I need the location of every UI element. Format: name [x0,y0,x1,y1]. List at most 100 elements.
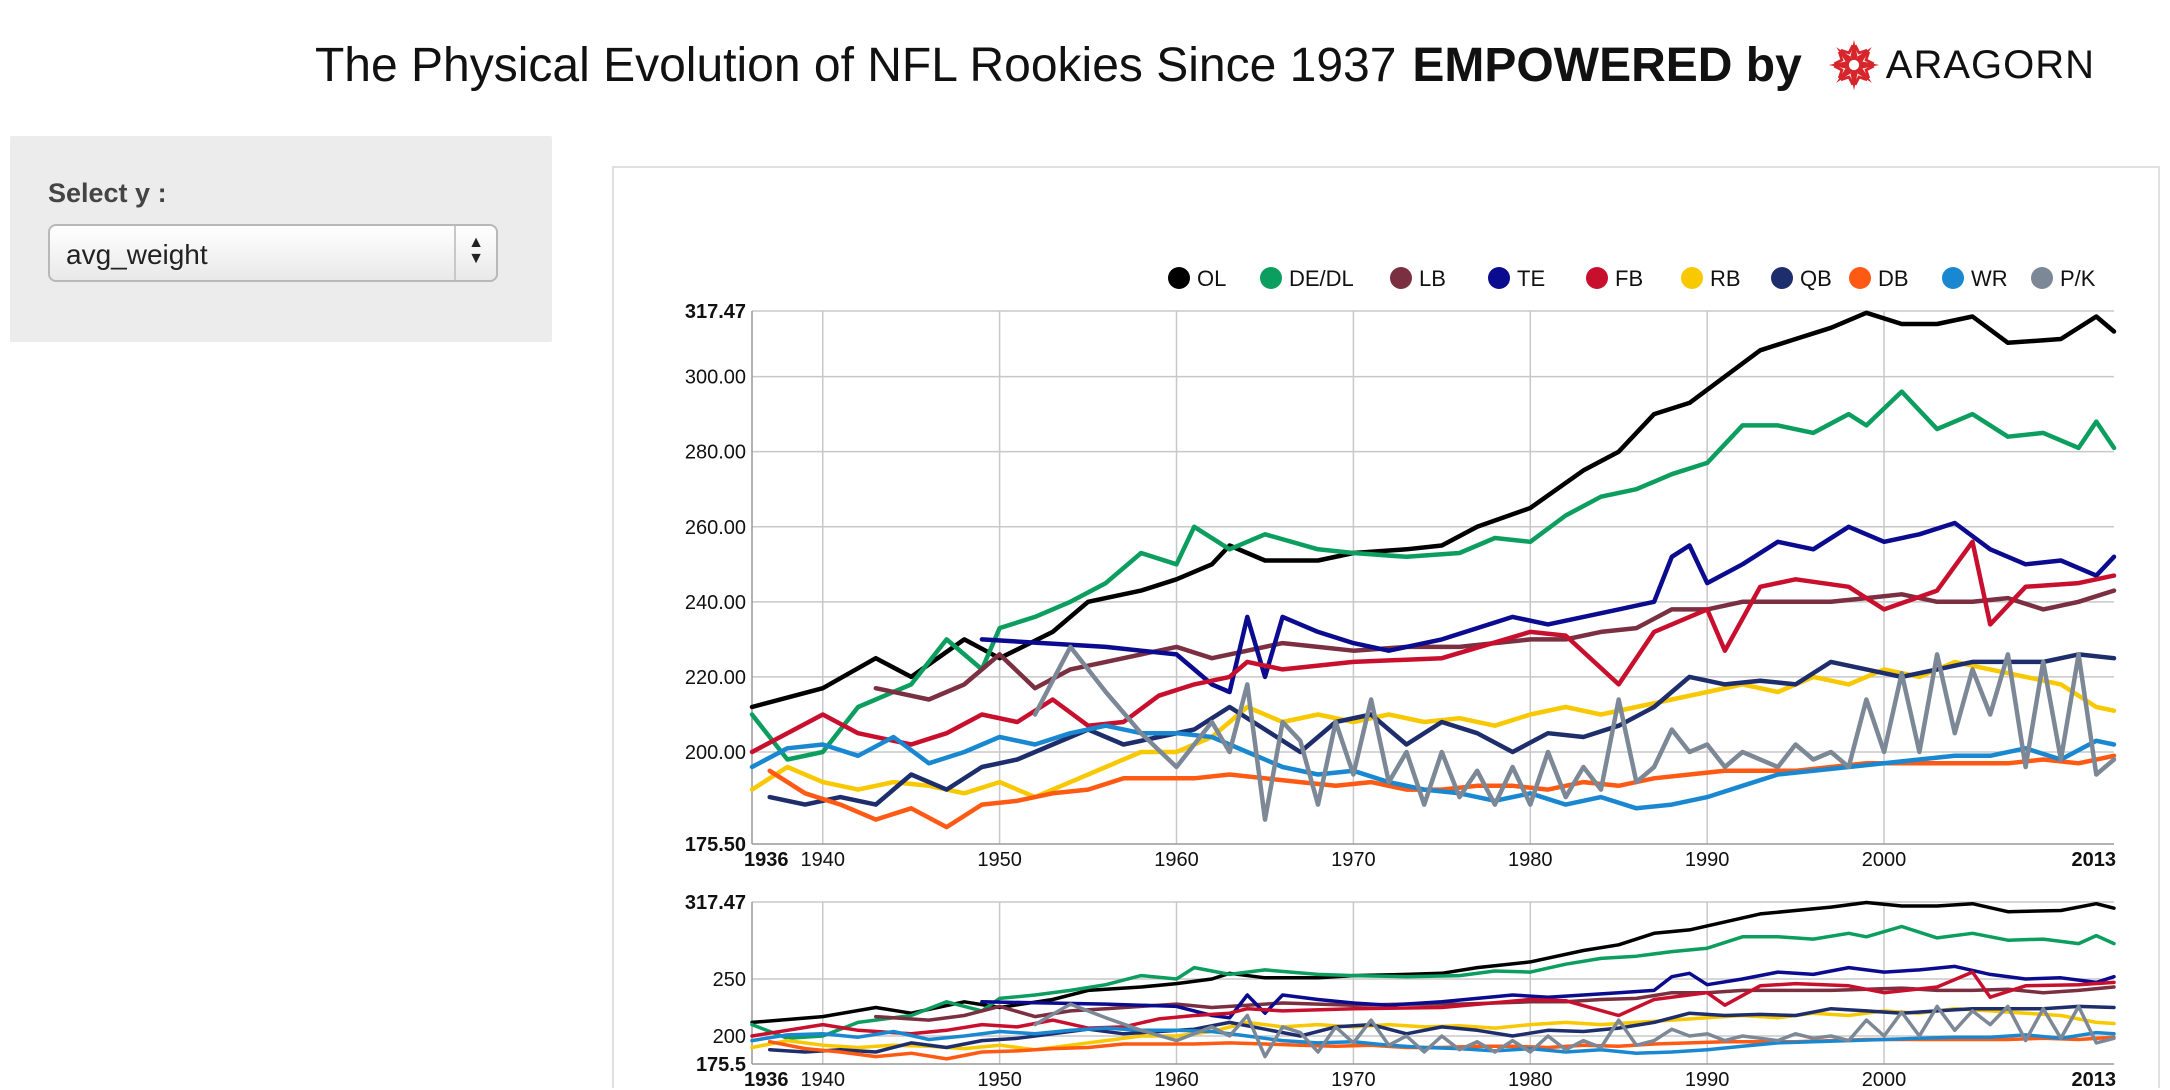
x-tick-label: 1960 [1154,1069,1199,1090]
legend-label[interactable]: RB [1710,266,1741,291]
brand-star-core [1845,57,1862,73]
legend-label[interactable]: TE [1517,266,1545,291]
legend-swatch[interactable] [1942,267,1964,289]
select-arrows-icon: ▲ ▼ [468,234,484,267]
brand-star-chevron [1833,64,1844,79]
x-tick-label: 1990 [1685,1069,1730,1090]
chart-svg: OL DE/DL LB TE FB RB QB DB WR P/K 175.50 200.00 220… [685,266,2117,1090]
legend-label[interactable]: OL [1197,266,1226,291]
brand-star-ray [1856,67,1872,83]
main-y-axis: 175.50 200.00 220.00 240.00 260.00 280.00 300.… [685,301,746,856]
legend: OL DE/DL LB TE FB RB QB DB WR P/K [1168,266,2096,291]
page-title: The Physical Evolution of NFL Rookies Si… [314,38,1397,92]
y-tick-label: 200.00 [685,742,746,764]
brand-name: ARAGORN [1885,42,2096,87]
series-line-fb[interactable] [750,970,2116,1038]
legend-label[interactable]: QB [1800,266,1832,291]
series-line-p-k[interactable] [1032,644,2117,822]
y-tick-label: 220.00 [685,667,746,689]
y-tick-label: 280.00 [685,442,746,464]
y-tick-label: 175.50 [685,834,746,856]
x-tick-label: 2013 [2072,849,2117,871]
x-tick-label: 1980 [1508,849,1553,871]
x-tick-label: 1970 [1331,1069,1376,1090]
legend-label[interactable]: WR [1971,266,2008,291]
main-series [749,310,2117,830]
x-tick-label: 1940 [801,849,846,871]
main-chart: 175.50 200.00 220.00 240.00 260.00 280.00 300.… [685,301,2117,871]
legend-swatch[interactable] [1390,267,1412,289]
legend-swatch[interactable] [1488,267,1510,289]
control-sidebar: Select y : avg_weight ▲ ▼ [10,136,552,342]
series-line-te[interactable] [979,520,2117,695]
series-line-p-k[interactable] [1033,1002,2116,1059]
brand-star-ray [1835,67,1852,83]
x-tick-label: 2013 [2072,1069,2117,1090]
page-header: The Physical Evolution of NFL Rookies Si… [0,0,2170,130]
legend-label[interactable]: FB [1615,266,1643,291]
context-x-axis: 1936 1940 1950 1960 1970 1980 1990 2000 2013 [744,1069,2116,1090]
legend-swatch[interactable] [1849,267,1871,289]
brand-star-chevron [1833,51,1844,66]
brand-star-ray [1828,61,1847,69]
context-series [750,900,2116,1061]
series-line-wr[interactable] [750,1026,2116,1055]
y-tick-label: 300.00 [685,367,746,389]
y-tick-label: 317.47 [685,301,746,323]
x-tick-label: 1970 [1331,849,1376,871]
select-y-dropdown[interactable]: avg_weight ▲ ▼ [48,224,498,282]
brand-star-chevron [1864,51,1875,66]
series-line-fb[interactable] [749,539,2117,755]
chart-panel: OL DE/DL LB TE FB RB QB DB WR P/K 175.50 200.00 220… [612,166,2160,1090]
brand-star-chevron [1853,44,1868,55]
x-tick-label: 2000 [1862,849,1907,871]
x-tick-label: 1936 [744,1069,789,1090]
select-y-value: avg_weight [66,239,208,270]
y-tick-label: 260.00 [685,517,746,539]
brand-star-ray [1850,72,1858,91]
x-tick-label: 1940 [801,1069,846,1090]
brand-star-ray [1835,47,1852,63]
brand-star-chevron [1840,75,1854,86]
series-line-te[interactable] [980,964,2116,1020]
legend-label[interactable]: DB [1878,266,1909,291]
y-tick-label: 175.5 [696,1054,746,1076]
legend-swatch[interactable] [1586,267,1608,289]
series-line-qb[interactable] [767,1004,2116,1054]
x-tick-label: 2000 [1862,1069,1907,1090]
select-divider [454,226,456,280]
x-tick-label: 1936 [744,849,789,871]
series-line-wr[interactable] [749,723,2117,811]
y-tick-label: 200 [713,1026,746,1048]
series-line-de-dl[interactable] [750,924,2116,1041]
brand-star-ray [1861,61,1879,69]
brand-star-chevron [1864,64,1875,79]
brand: ARAGORN [1826,37,2095,93]
legend-swatch[interactable] [1260,267,1282,289]
header-inner: The Physical Evolution of NFL Rookies Si… [315,37,2095,93]
legend-swatch[interactable] [2031,267,2053,289]
select-y-label: Select y : [48,178,167,208]
y-tick-label: 250 [713,969,746,991]
page-title-strong: EMPOWERED by [1412,38,1802,92]
brand-star-chevron [1840,44,1854,55]
legend-label[interactable]: DE/DL [1289,266,1354,291]
series-line-de-dl[interactable] [749,389,2117,762]
main-x-axis: 1936 1940 1950 1960 1970 1980 1990 2000 2013 [744,849,2116,871]
x-tick-label: 1960 [1154,849,1199,871]
series-line-qb[interactable] [767,652,2117,807]
x-tick-label: 1950 [977,1069,1022,1090]
y-tick-label: 317.47 [685,892,746,914]
brand-star-chevron [1853,75,1868,86]
legend-label[interactable]: LB [1419,266,1446,291]
legend-swatch[interactable] [1168,267,1190,289]
legend-swatch[interactable] [1681,267,1703,289]
brand-logo-icon [1828,39,1879,91]
brand-star-ray [1856,47,1872,63]
legend-swatch[interactable] [1771,267,1793,289]
brand-star-ray [1850,39,1858,58]
legend-label[interactable]: P/K [2060,266,2096,291]
context-y-axis: 175.5 200 250 317.47 [685,892,746,1076]
x-tick-label: 1980 [1508,1069,1553,1090]
